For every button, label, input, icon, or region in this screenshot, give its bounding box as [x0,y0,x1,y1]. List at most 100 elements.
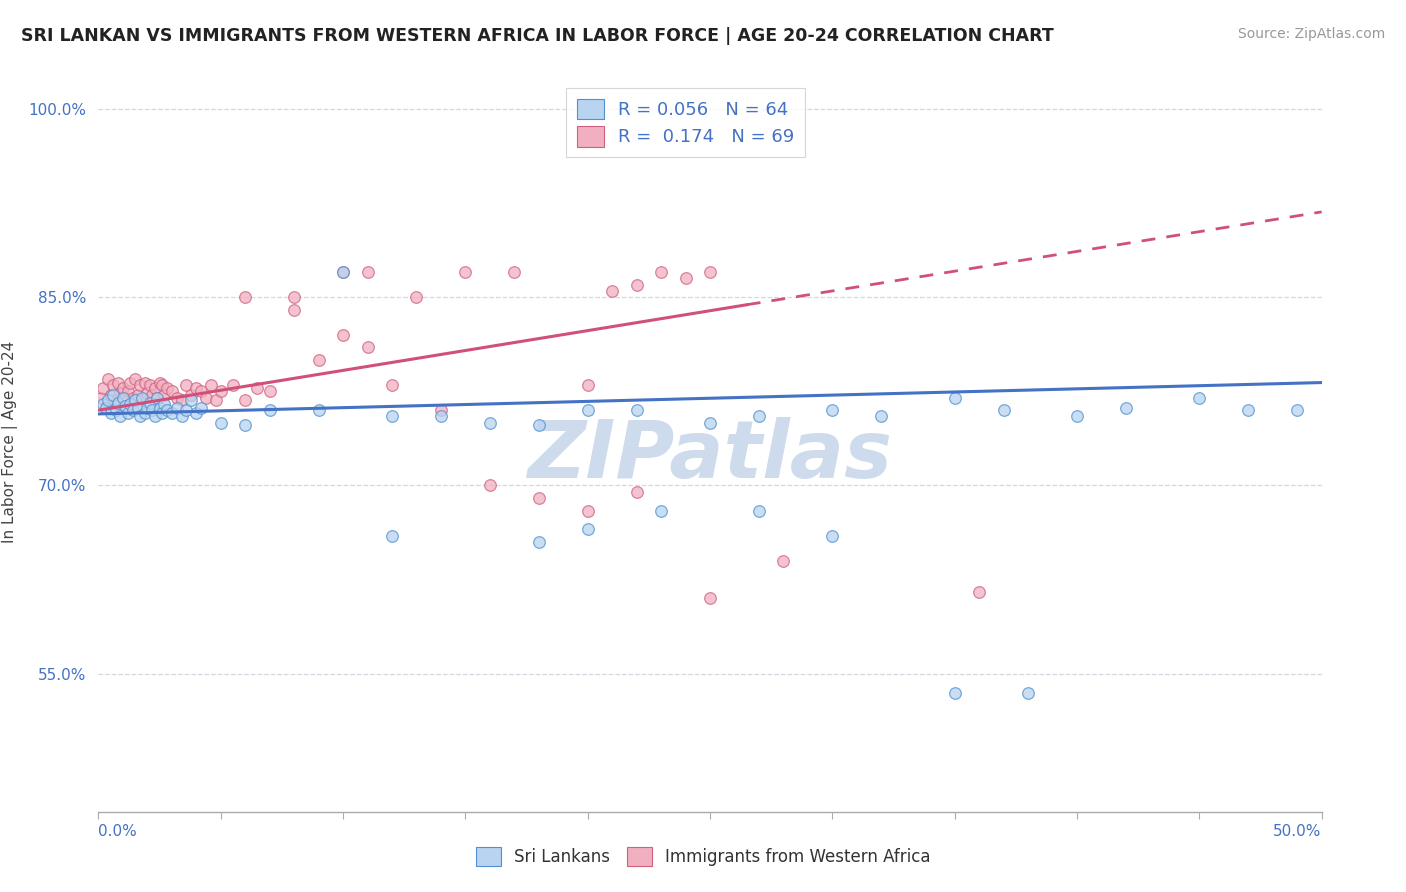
Point [141,388,163,402]
Point [186,406,208,420]
Point [626,403,648,417]
Point [943,685,966,699]
Point [107,395,129,409]
Point [332,265,354,279]
Point [110,409,132,424]
Point [114,400,136,414]
Point [527,418,550,433]
Point [381,409,404,424]
Point [576,378,599,392]
Point [127,388,149,402]
Point [1115,401,1137,415]
Point [150,406,173,420]
Point [134,406,156,420]
Point [117,384,139,399]
Point [308,403,330,417]
Point [600,284,623,298]
Point [332,327,354,342]
Point [131,393,153,408]
Point [1237,403,1260,417]
Point [650,503,672,517]
Point [478,416,501,430]
Point [259,403,281,417]
Point [120,397,142,411]
Point [120,376,142,390]
Point [748,503,770,517]
Point [100,406,122,420]
Y-axis label: In Labor Force | Age 20-24: In Labor Force | Age 20-24 [1,341,17,542]
Point [139,378,162,392]
Point [111,381,134,395]
Point [100,388,122,402]
Point [381,378,404,392]
Point [121,403,143,417]
Point [430,409,453,424]
Point [156,403,179,417]
Point [91,381,114,395]
Point [90,391,112,405]
Legend: Sri Lankans, Immigrants from Western Africa: Sri Lankans, Immigrants from Western Afr… [467,838,939,875]
Point [821,403,844,417]
Point [91,397,114,411]
Point [772,554,794,568]
Point [153,388,176,402]
Point [139,395,162,409]
Point [527,491,550,505]
Point [97,372,120,386]
Point [146,391,169,405]
Point [156,381,179,395]
Point [870,409,893,424]
Point [101,378,124,392]
Point [94,401,117,415]
Point [127,401,149,415]
Point [121,391,143,405]
Point [1017,685,1039,699]
Text: 0.0%: 0.0% [98,824,138,839]
Point [195,391,218,405]
Point [170,409,193,424]
Point [943,391,966,405]
Point [381,529,404,543]
Point [1066,409,1088,424]
Point [97,393,120,408]
Point [430,403,453,417]
Point [576,403,599,417]
Point [129,409,152,424]
Point [149,401,172,415]
Point [190,384,212,399]
Point [205,393,228,408]
Point [117,406,139,420]
Point [1188,391,1211,405]
Point [134,376,156,390]
Point [748,409,770,424]
Point [576,522,599,536]
Point [283,302,305,317]
Point [180,388,202,402]
Point [503,265,526,279]
Point [821,529,844,543]
Point [200,378,222,392]
Point [650,265,672,279]
Point [153,397,176,411]
Point [233,418,256,433]
Point [129,378,152,392]
Point [149,376,172,390]
Point [186,381,208,395]
Point [131,391,153,405]
Point [114,391,136,405]
Point [993,403,1015,417]
Point [356,265,378,279]
Point [478,478,501,492]
Point [143,381,166,395]
Point [136,401,159,415]
Point [626,484,648,499]
Text: ZIPatlas: ZIPatlas [527,417,893,495]
Point [699,265,721,279]
Point [527,535,550,549]
Point [626,277,648,292]
Point [143,409,166,424]
Point [124,393,146,408]
Point [124,372,146,386]
Point [332,265,354,279]
Point [1286,403,1309,417]
